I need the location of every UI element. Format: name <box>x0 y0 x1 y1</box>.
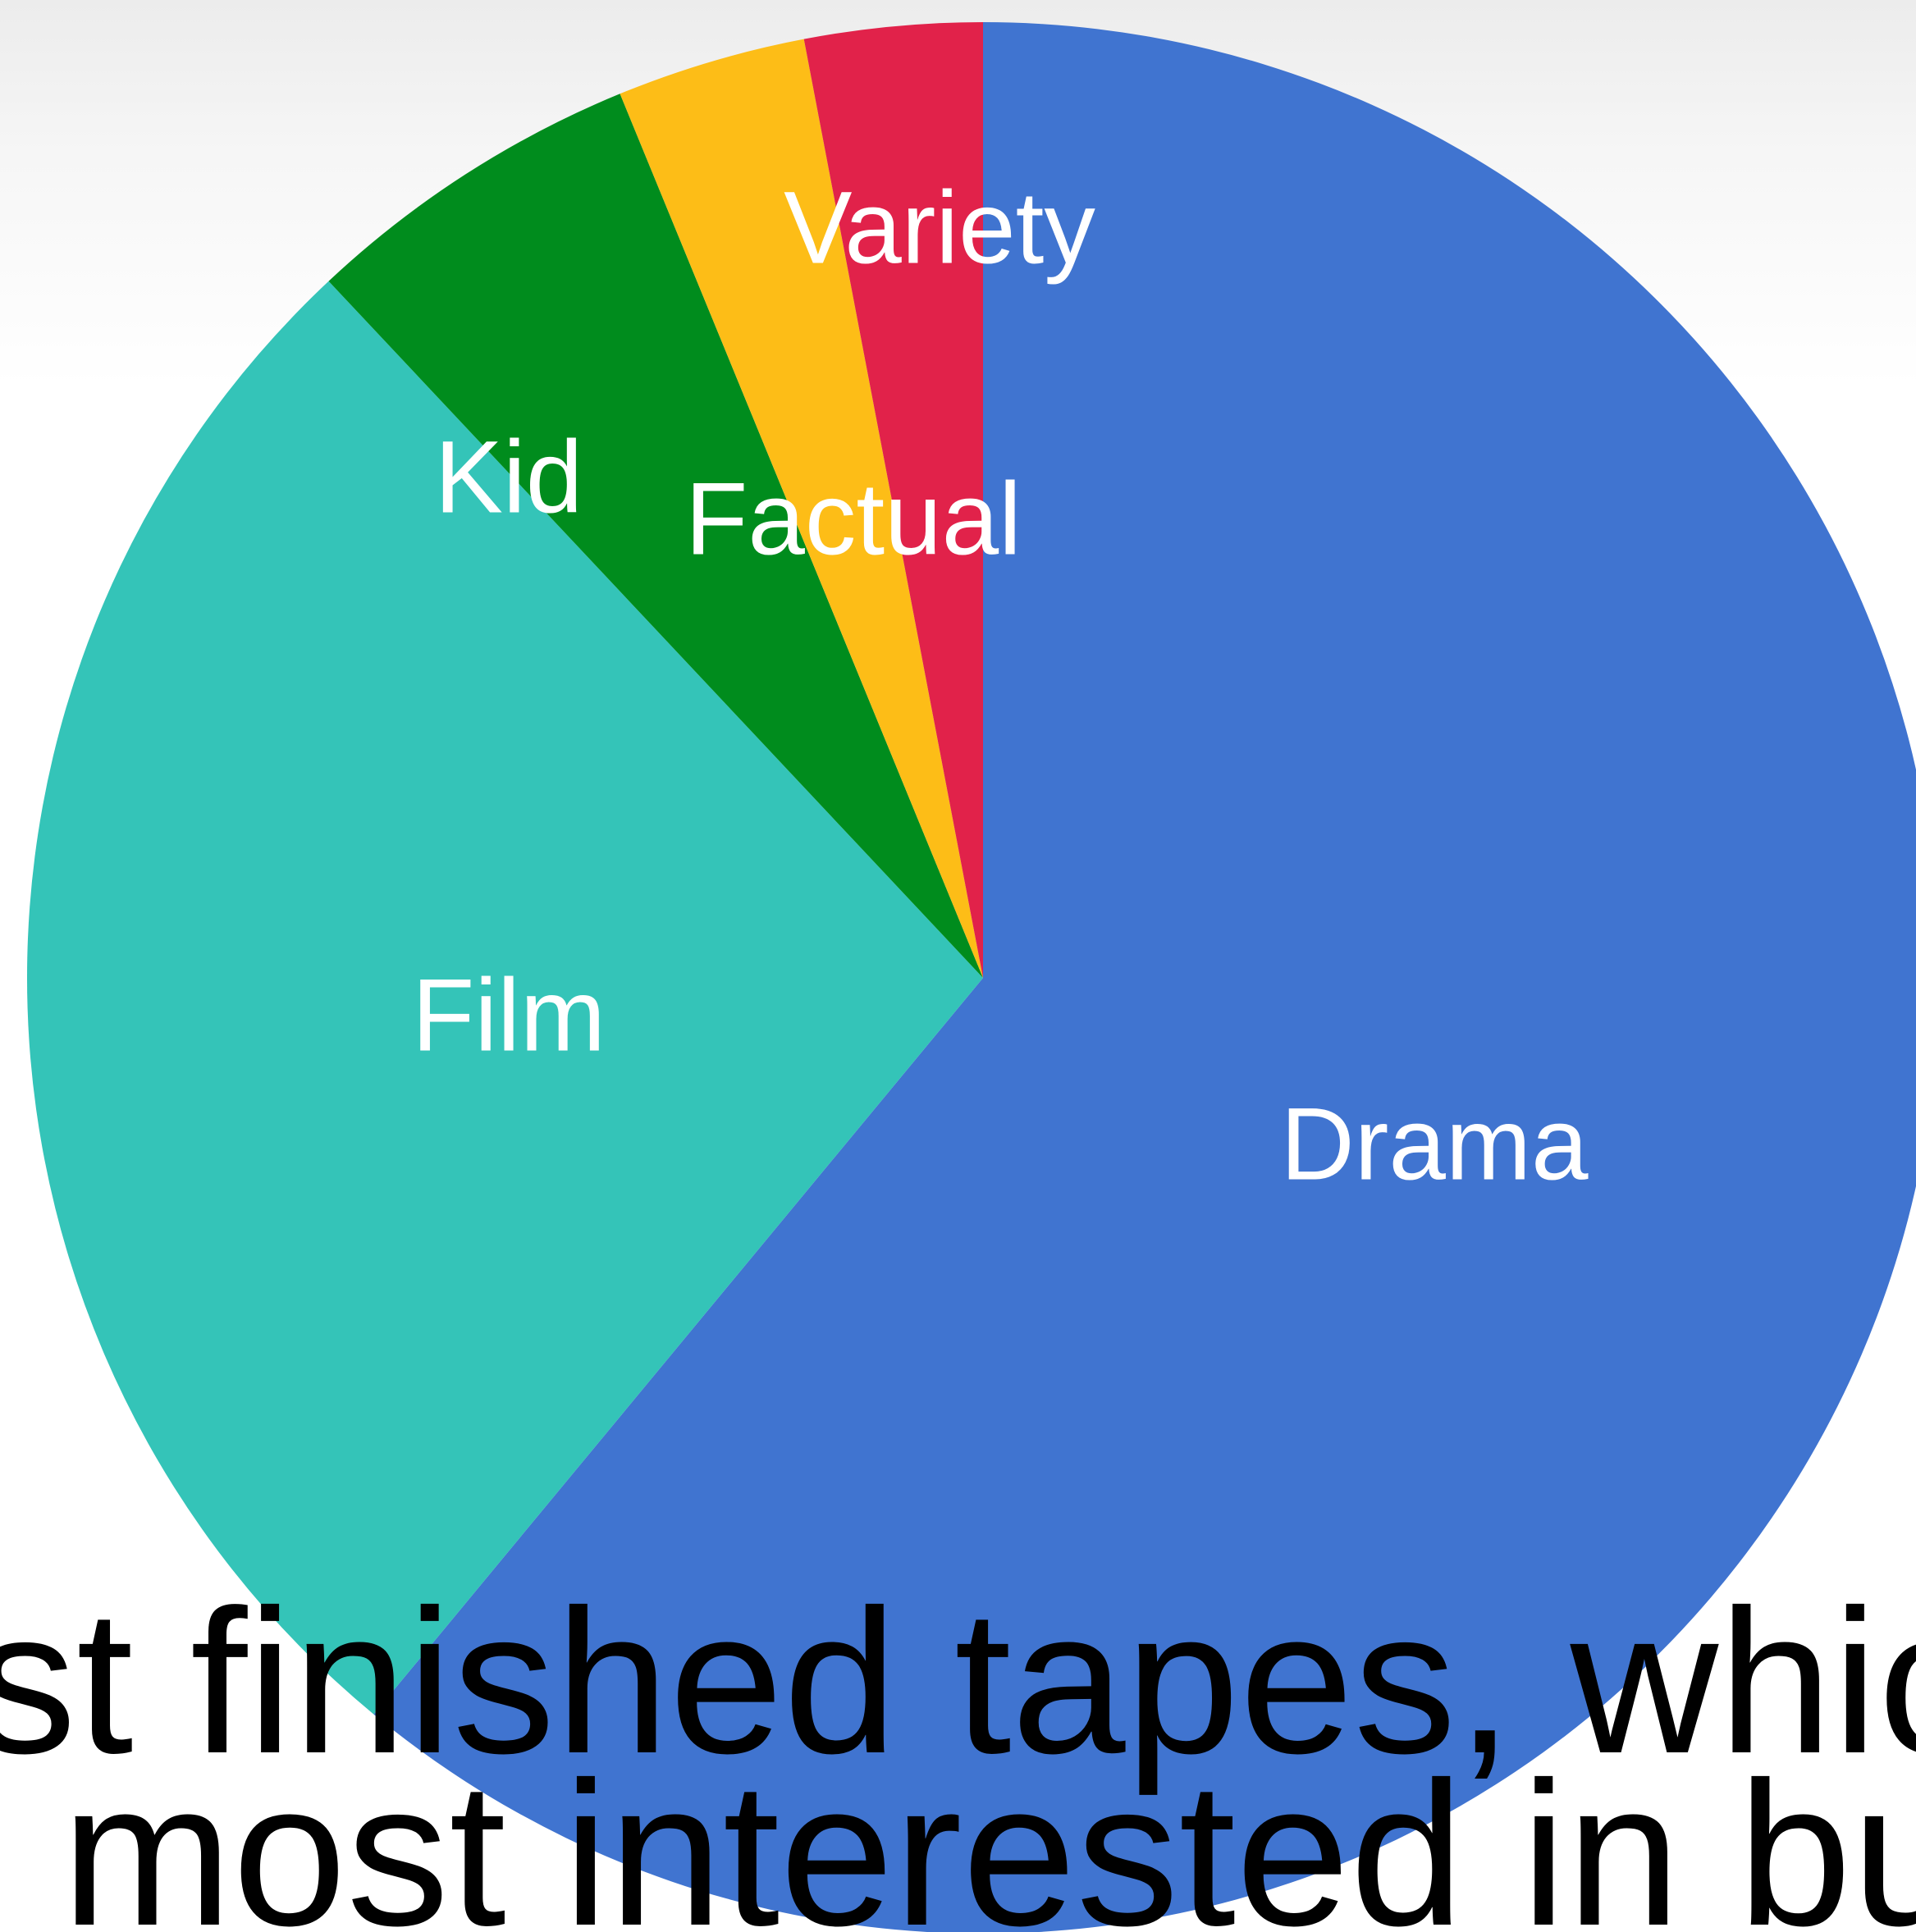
pie-slice-variety <box>803 22 983 978</box>
pie-slice-drama <box>373 22 1916 1932</box>
pie-slice-film <box>26 281 983 1715</box>
pie-label-factual: Factual <box>685 463 1022 577</box>
caption-line-2: most interested in buyir <box>62 1739 1916 1932</box>
pie-slice-factual <box>620 39 983 978</box>
pie-slices <box>26 22 1916 1932</box>
pie-label-kid: Kid <box>435 421 583 535</box>
pie-label-film: Film <box>412 959 606 1073</box>
pie-slice-kid <box>328 94 983 978</box>
caption-line-1: st finished tapes, which g <box>0 1567 1916 1796</box>
pie-label-variety: Variety <box>784 171 1095 285</box>
pie-labels: Drama Film Kid Factual Variety <box>412 171 1589 1202</box>
pie-label-drama: Drama <box>1280 1088 1589 1202</box>
